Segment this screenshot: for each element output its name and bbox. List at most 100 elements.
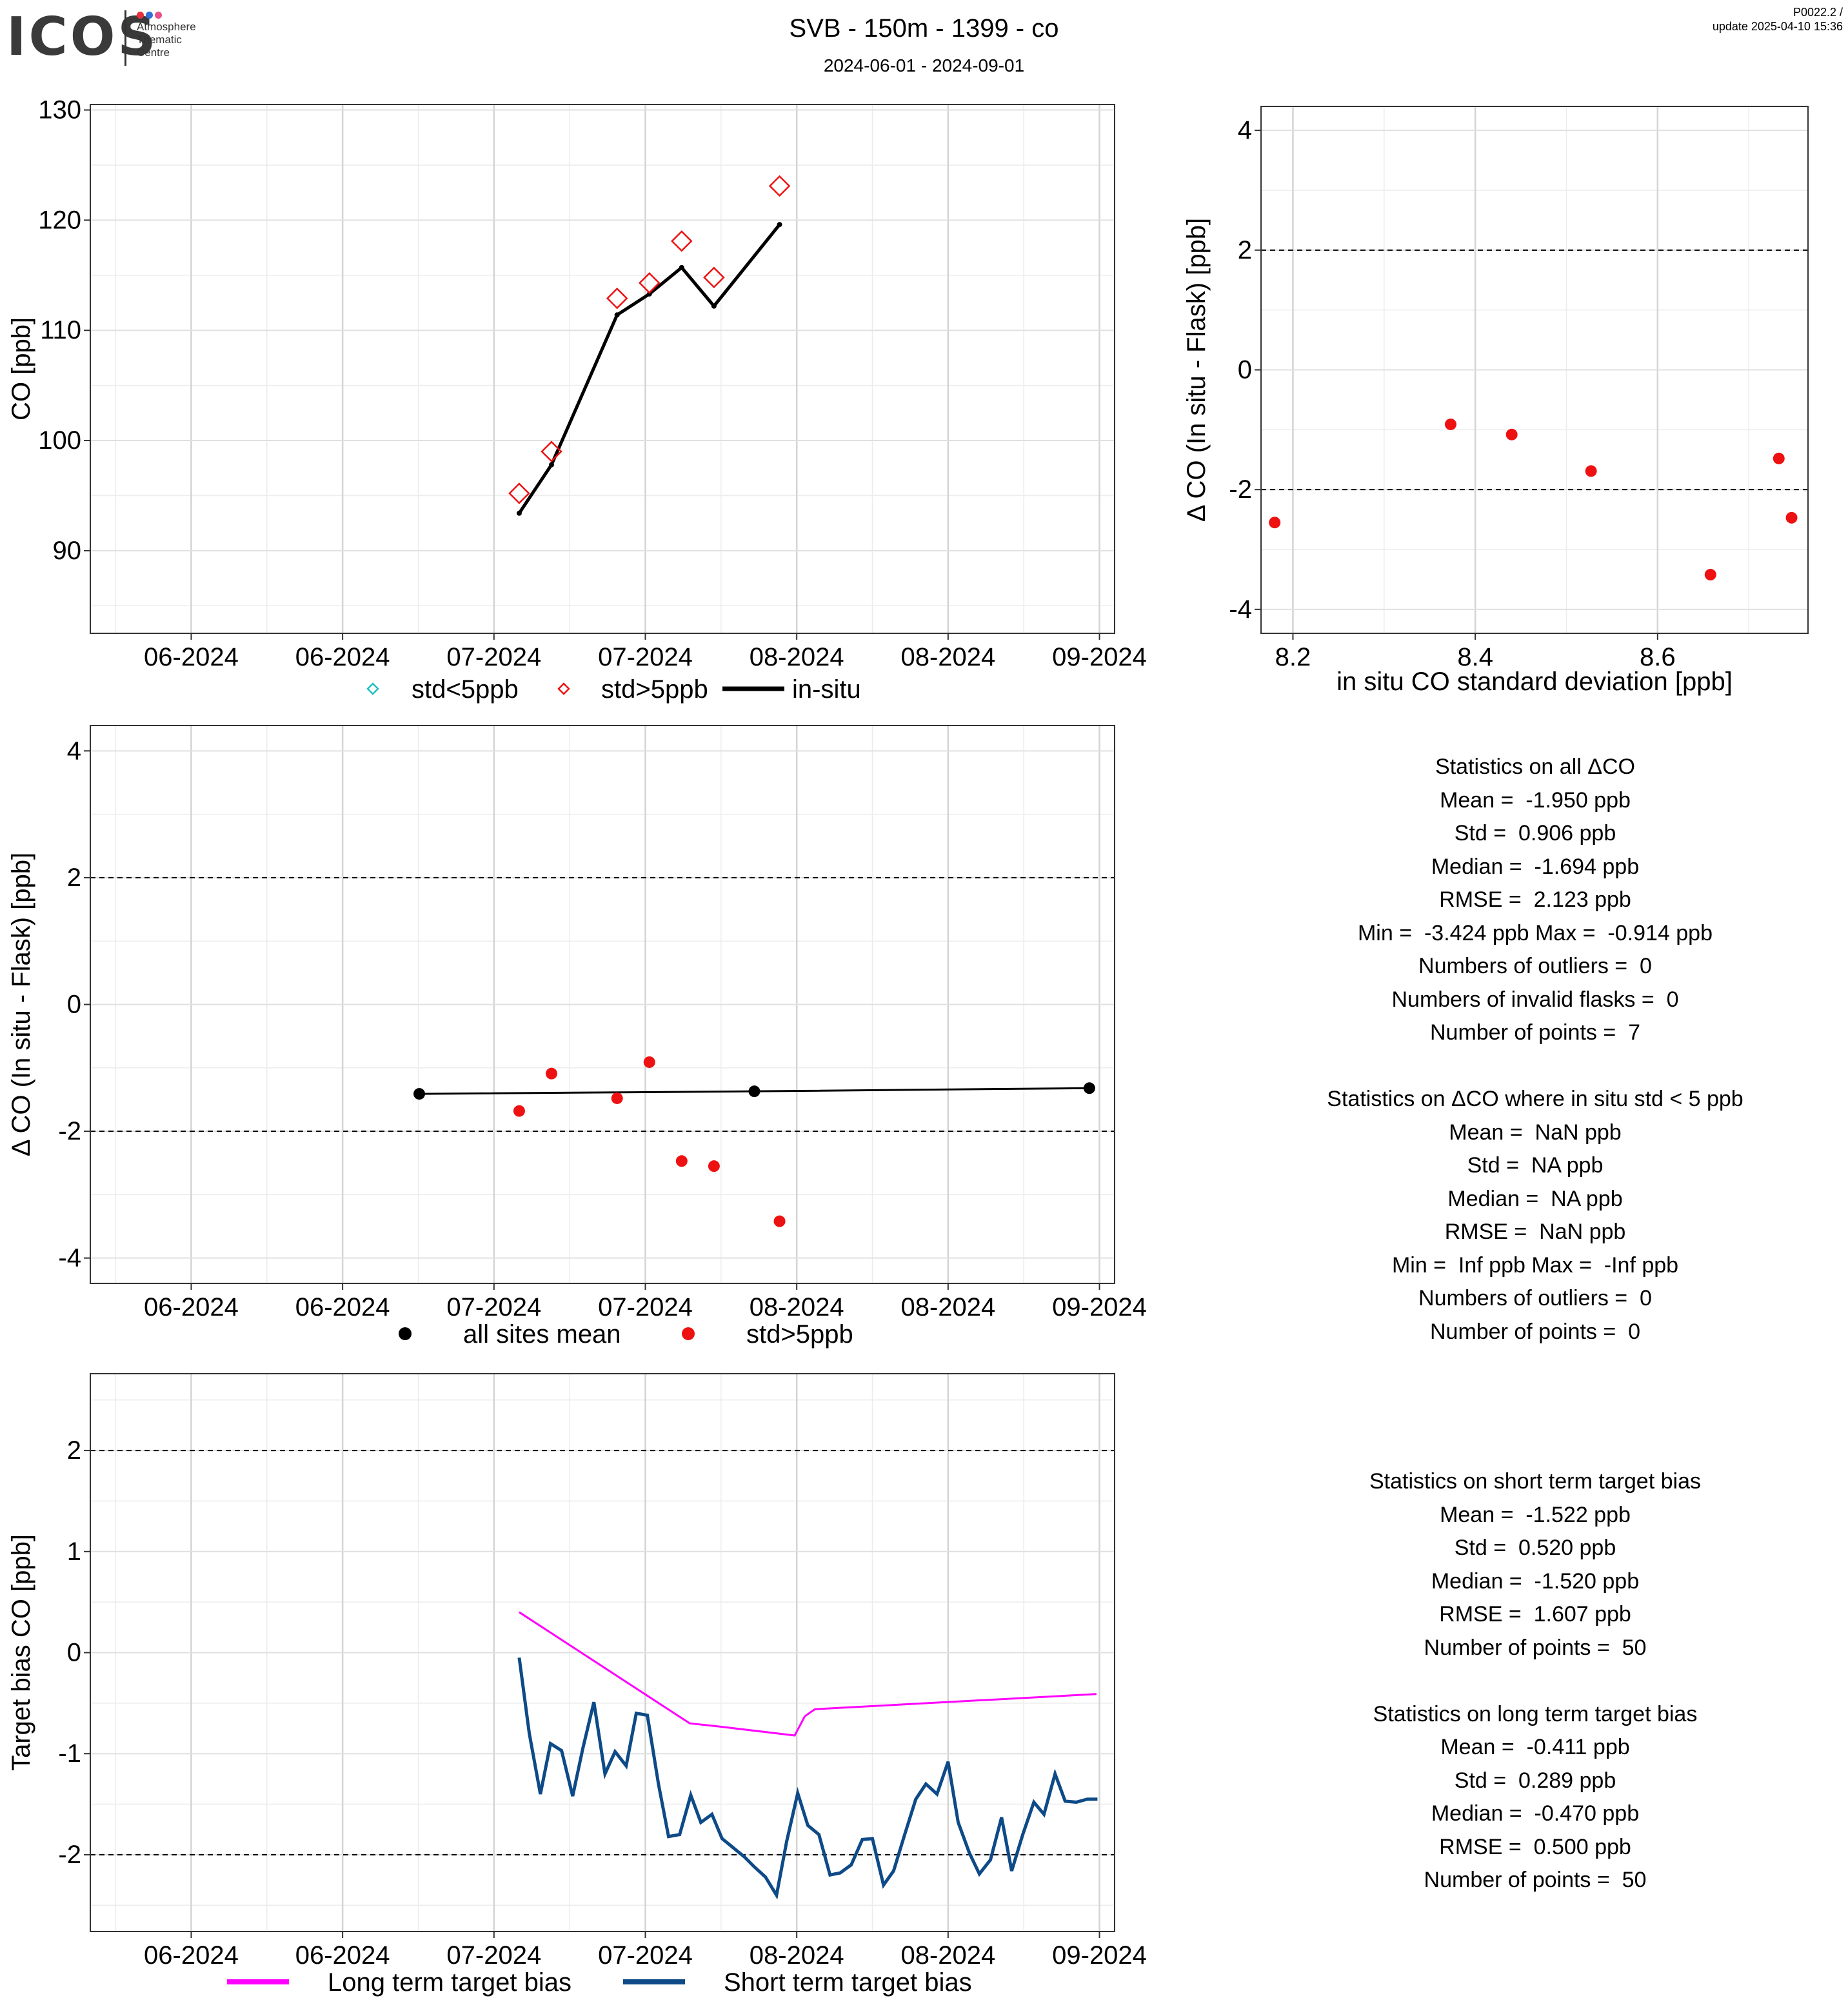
x-tick-label: 08-2024 (750, 1293, 844, 1321)
stats-line: Number of points = 0 (1429, 1319, 1640, 1344)
y-tick-label: 2 (1238, 236, 1252, 264)
x-tick-label: 8.6 (1640, 643, 1676, 671)
std-high-point (513, 1105, 525, 1117)
logo-dot-red (137, 12, 144, 19)
y-tick-label: -1 (58, 1739, 81, 1768)
x-tick-label: 07-2024 (598, 643, 693, 671)
logo-sub-line: Centre (137, 46, 170, 59)
legend-swatch-std-low (366, 682, 379, 695)
stats-line: Std = NA ppb (1467, 1153, 1604, 1178)
stats-line: Std = 0.289 ppb (1454, 1768, 1616, 1793)
std-high-point (643, 1056, 655, 1068)
std-high-point (773, 1215, 786, 1227)
stats-line: Std = 0.906 ppb (1454, 821, 1616, 845)
stats-line: Numbers of outliers = 0 (1418, 1286, 1652, 1310)
scatter-point (1773, 452, 1785, 464)
legend-label: std<5ppb (412, 675, 519, 704)
legend-swatch-mean (399, 1327, 412, 1340)
delta-co-timeseries-chart: -4 -2 0 2 4 06-2024 06-2024 07-2024 07-2024 08-20… (7, 725, 1147, 1349)
std-high-point (675, 1155, 688, 1167)
logo-sub-line: Thematic (137, 34, 182, 46)
date-range: 2024-06-01 - 2024-09-01 (823, 55, 1025, 75)
y-axis-label: Δ CO (In situ - Flask) [ppb] (1182, 218, 1211, 522)
x-tick-label: 08-2024 (900, 1293, 995, 1321)
in-situ-point (548, 462, 554, 468)
legend-swatch-std-high (682, 1327, 695, 1340)
y-tick-label: 4 (1238, 116, 1252, 144)
x-tick-label: 06-2024 (295, 1941, 390, 1970)
stats-title: Statistics on short term target bias (1369, 1469, 1701, 1494)
x-tick-label: 06-2024 (144, 643, 239, 671)
x-tick-label: 06-2024 (295, 643, 390, 671)
x-tick-label: 06-2024 (144, 1941, 239, 1970)
x-tick-label: 07-2024 (446, 643, 541, 671)
in-situ-point (646, 291, 652, 297)
logo-sub-line: Atmosphere (137, 21, 196, 33)
y-axis-label: Target bias CO [ppb] (7, 1534, 35, 1771)
y-tick-label: -2 (58, 1841, 81, 1869)
flask-diamond (541, 440, 562, 462)
legend-label: std>5ppb (746, 1320, 853, 1349)
x-tick-label: 07-2024 (446, 1941, 541, 1970)
y-tick-label: 2 (67, 864, 81, 892)
scatter-point (1505, 428, 1518, 440)
stats-line: RMSE = 1.607 ppb (1439, 1602, 1631, 1626)
scatter-point (1785, 511, 1798, 524)
x-tick-label: 09-2024 (1052, 1941, 1147, 1970)
stats-line: Median = NA ppb (1447, 1186, 1623, 1211)
in-situ-point (777, 222, 782, 228)
icos-logo: ICOS (6, 6, 159, 68)
legend-label: std>5ppb (601, 675, 708, 704)
in-situ-point (614, 312, 620, 318)
y-tick-label: -2 (1229, 475, 1252, 504)
legend-label: in-situ (792, 675, 861, 704)
x-tick-label: 09-2024 (1052, 1293, 1147, 1321)
std-high-point (545, 1067, 557, 1080)
y-tick-label: 1 (67, 1537, 81, 1566)
stats-line: Median = -1.694 ppb (1431, 854, 1640, 879)
scatter-point (1269, 517, 1281, 529)
flask-diamond (638, 272, 661, 294)
legend-label: Short term target bias (724, 1968, 972, 1997)
y-tick-label: 2 (67, 1436, 81, 1465)
x-tick-label: 8.4 (1457, 643, 1493, 671)
flask-diamond (703, 266, 725, 288)
panel-border (90, 104, 1115, 634)
stats-line: Std = 0.520 ppb (1454, 1536, 1616, 1560)
page-title: SVB - 150m - 1399 - co (789, 14, 1059, 43)
stats-title: Statistics on long term target bias (1373, 1701, 1698, 1726)
stats-line: Numbers of invalid flasks = 0 (1391, 987, 1679, 1012)
std-high-point (611, 1092, 623, 1104)
y-tick-label: -4 (58, 1244, 81, 1272)
in-situ-point (516, 510, 522, 516)
stats-title: Statistics on all ΔCO (1435, 755, 1635, 779)
all-sites-mean-point (748, 1085, 760, 1098)
in-situ-point (711, 303, 717, 309)
stats-line: Mean = -0.411 ppb (1440, 1735, 1630, 1759)
stats-line: Median = -1.520 ppb (1431, 1568, 1640, 1594)
version-line: P0022.2 / (1793, 6, 1843, 19)
x-tick-label: 07-2024 (598, 1941, 693, 1970)
stats-all-delta: Statistics on all ΔCO Mean = -1.950 ppb … (1213, 751, 1848, 1349)
y-tick-label: 120 (38, 206, 81, 234)
in-situ-line (517, 223, 781, 515)
y-axis-label: Δ CO (In situ - Flask) [ppb] (7, 853, 35, 1156)
stats-line: RMSE = 0.500 ppb (1439, 1834, 1631, 1859)
x-tick-label: 08-2024 (750, 1941, 844, 1970)
stats-title: Statistics on ΔCO where in situ std < 5 … (1327, 1087, 1744, 1111)
y-tick-label: 130 (38, 97, 81, 124)
std-high-point (708, 1160, 720, 1172)
scatter-point (1704, 569, 1716, 581)
stats-line: Numbers of outliers = 0 (1418, 954, 1652, 978)
stats-line: Mean = NaN ppb (1449, 1120, 1622, 1145)
co-timeseries-chart: 90 100 110 120 130 06-2024 06-2024 07-2024 07-20… (7, 97, 1147, 704)
logo-subtitle: Atmosphere Thematic Centre (137, 21, 196, 59)
y-tick-label: 110 (40, 316, 81, 344)
y-tick-label: -2 (58, 1117, 81, 1145)
y-tick-label: 4 (67, 737, 81, 765)
flask-diamond (508, 482, 530, 504)
flask-diamond (606, 287, 628, 310)
x-tick-label: 08-2024 (750, 643, 844, 671)
x-tick-label: 06-2024 (144, 1293, 239, 1321)
stats-line: Mean = -1.522 ppb (1440, 1502, 1631, 1527)
